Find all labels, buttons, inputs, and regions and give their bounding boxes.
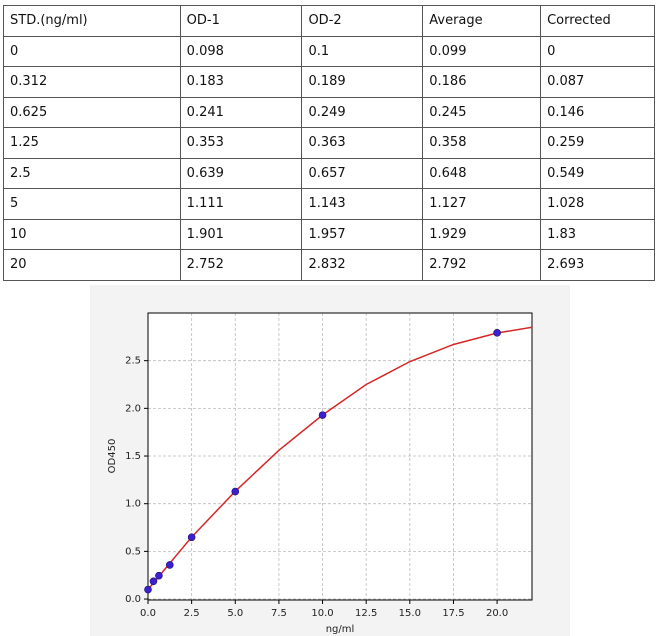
table-cell: 0.245 — [422, 96, 542, 128]
table-cell: 10 — [3, 218, 181, 250]
table-cell: 0.087 — [540, 66, 655, 98]
x-tick-label: 20.0 — [486, 608, 508, 619]
table-cell: 1.957 — [301, 218, 424, 250]
table-cell: 0.183 — [179, 66, 303, 98]
x-tick-label: 17.5 — [442, 608, 464, 619]
table-cell: 0.099 — [422, 35, 542, 67]
standards-table: STD.(ng/ml) OD-1 OD-2 Average Corrected 0 0.09… — [3, 5, 655, 281]
table-cell: Average — [422, 5, 542, 37]
x-tick-label: 5.0 — [227, 608, 243, 619]
table-cell: 2.832 — [301, 249, 424, 281]
plot-area — [148, 313, 532, 600]
table-cell: 0.625 — [3, 96, 181, 128]
table-cell: 0.241 — [179, 96, 303, 128]
table-row: 0.312 0.183 0.189 0.186 0.087 — [3, 66, 655, 98]
table-cell: STD.(ng/ml) — [3, 5, 181, 37]
data-point — [493, 329, 501, 337]
table-row: 10 1.901 1.957 1.929 1.83 — [3, 218, 655, 250]
table-cell: 1.929 — [422, 218, 542, 250]
x-tick-label: 10.0 — [311, 608, 333, 619]
chart: ng/ml OD450 0.0 2.5 5.0 7.5 10.0 12.5 15.0 17.5… — [90, 285, 570, 636]
y-tick-label: 1.5 — [125, 451, 141, 462]
table-cell: 5 — [3, 188, 181, 220]
table-cell: 0.648 — [422, 157, 542, 189]
table-cell: 2.792 — [422, 249, 542, 281]
table-cell: 20 — [3, 249, 181, 281]
table-cell: 0.259 — [540, 127, 655, 159]
x-axis-label: ng/ml — [326, 624, 355, 635]
plot-frame — [147, 312, 533, 601]
x-tick-label: 12.5 — [355, 608, 377, 619]
data-point — [144, 585, 152, 594]
table-cell: 2.693 — [540, 249, 655, 281]
table-cell: 0.312 — [3, 66, 181, 98]
table-cell: 1.111 — [179, 188, 303, 220]
table-cell: 0 — [3, 35, 181, 67]
table-cell: 1.83 — [540, 218, 655, 250]
table-row: 0.625 0.241 0.249 0.245 0.146 — [3, 96, 655, 128]
table-cell: 0.146 — [540, 96, 655, 128]
table-cell: 1.127 — [422, 188, 542, 220]
data-point — [166, 561, 174, 569]
table-cell: 0.549 — [540, 157, 655, 189]
table-cell: 0.1 — [301, 35, 424, 67]
y-tick-label: 2.5 — [125, 356, 141, 367]
data-point — [318, 411, 327, 419]
table-row: 20 2.752 2.832 2.792 2.693 — [3, 249, 655, 281]
data-point — [231, 487, 240, 496]
y-tick-label: 0.5 — [125, 546, 141, 557]
y-tick-label: 1.0 — [125, 499, 141, 510]
y-tick-label: 0.0 — [125, 594, 141, 605]
table-cell: 2.5 — [3, 157, 181, 189]
table-cell: 0.363 — [301, 127, 424, 159]
header-row: STD.(ng/ml) OD-1 OD-2 Average Corrected — [3, 5, 655, 37]
x-tick-label: 2.5 — [184, 608, 200, 619]
table-cell: 0.353 — [179, 127, 303, 159]
table-cell: 0.249 — [301, 96, 424, 128]
table-cell: 0.657 — [301, 157, 424, 189]
data-point — [187, 533, 196, 542]
data-point — [149, 577, 158, 586]
table-cell: Corrected — [540, 5, 655, 37]
table-cell: 0.186 — [422, 66, 542, 98]
table-cell: 1.028 — [540, 188, 655, 220]
table-cell: 0.098 — [179, 35, 303, 67]
table-cell: OD-2 — [301, 5, 424, 37]
x-tick-label: 7.5 — [271, 608, 287, 619]
table-row: 5 1.111 1.143 1.127 1.028 — [3, 188, 655, 220]
y-axis-label: OD450 — [107, 439, 118, 474]
table-cell: 1.901 — [179, 218, 303, 250]
table-cell: 0.189 — [301, 66, 424, 98]
table-row: 2.5 0.639 0.657 0.648 0.549 — [3, 157, 655, 189]
table-row: 1.25 0.353 0.363 0.358 0.259 — [3, 127, 655, 159]
table-cell: OD-1 — [179, 5, 303, 37]
table-cell: 1.143 — [301, 188, 424, 220]
x-tick-label: 15.0 — [399, 608, 421, 619]
table-cell: 2.752 — [179, 249, 303, 281]
table-row: 0 0.098 0.1 0.099 0 — [3, 35, 655, 67]
table-cell: 0 — [540, 35, 655, 67]
table-cell: 0.358 — [422, 127, 542, 159]
data-point — [155, 571, 163, 580]
y-tick-label: 2.0 — [125, 403, 141, 414]
x-tick-label: 0.0 — [140, 608, 156, 619]
table-cell: 0.639 — [179, 157, 303, 189]
table-cell: 1.25 — [3, 127, 181, 159]
